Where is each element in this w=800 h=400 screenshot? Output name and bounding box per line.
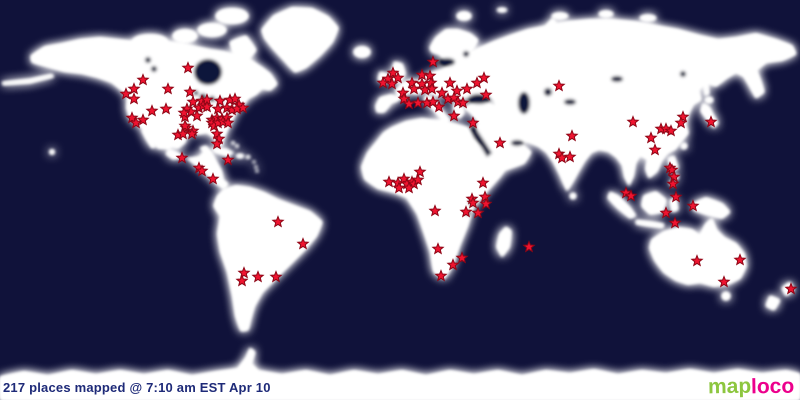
logo-map: map xyxy=(707,374,752,399)
maploco-logo[interactable]: maploco xyxy=(707,374,795,399)
status-text: 217 places mapped @ 7:10 am EST Apr 10 xyxy=(3,380,271,395)
logo-loco: loco xyxy=(750,374,795,399)
